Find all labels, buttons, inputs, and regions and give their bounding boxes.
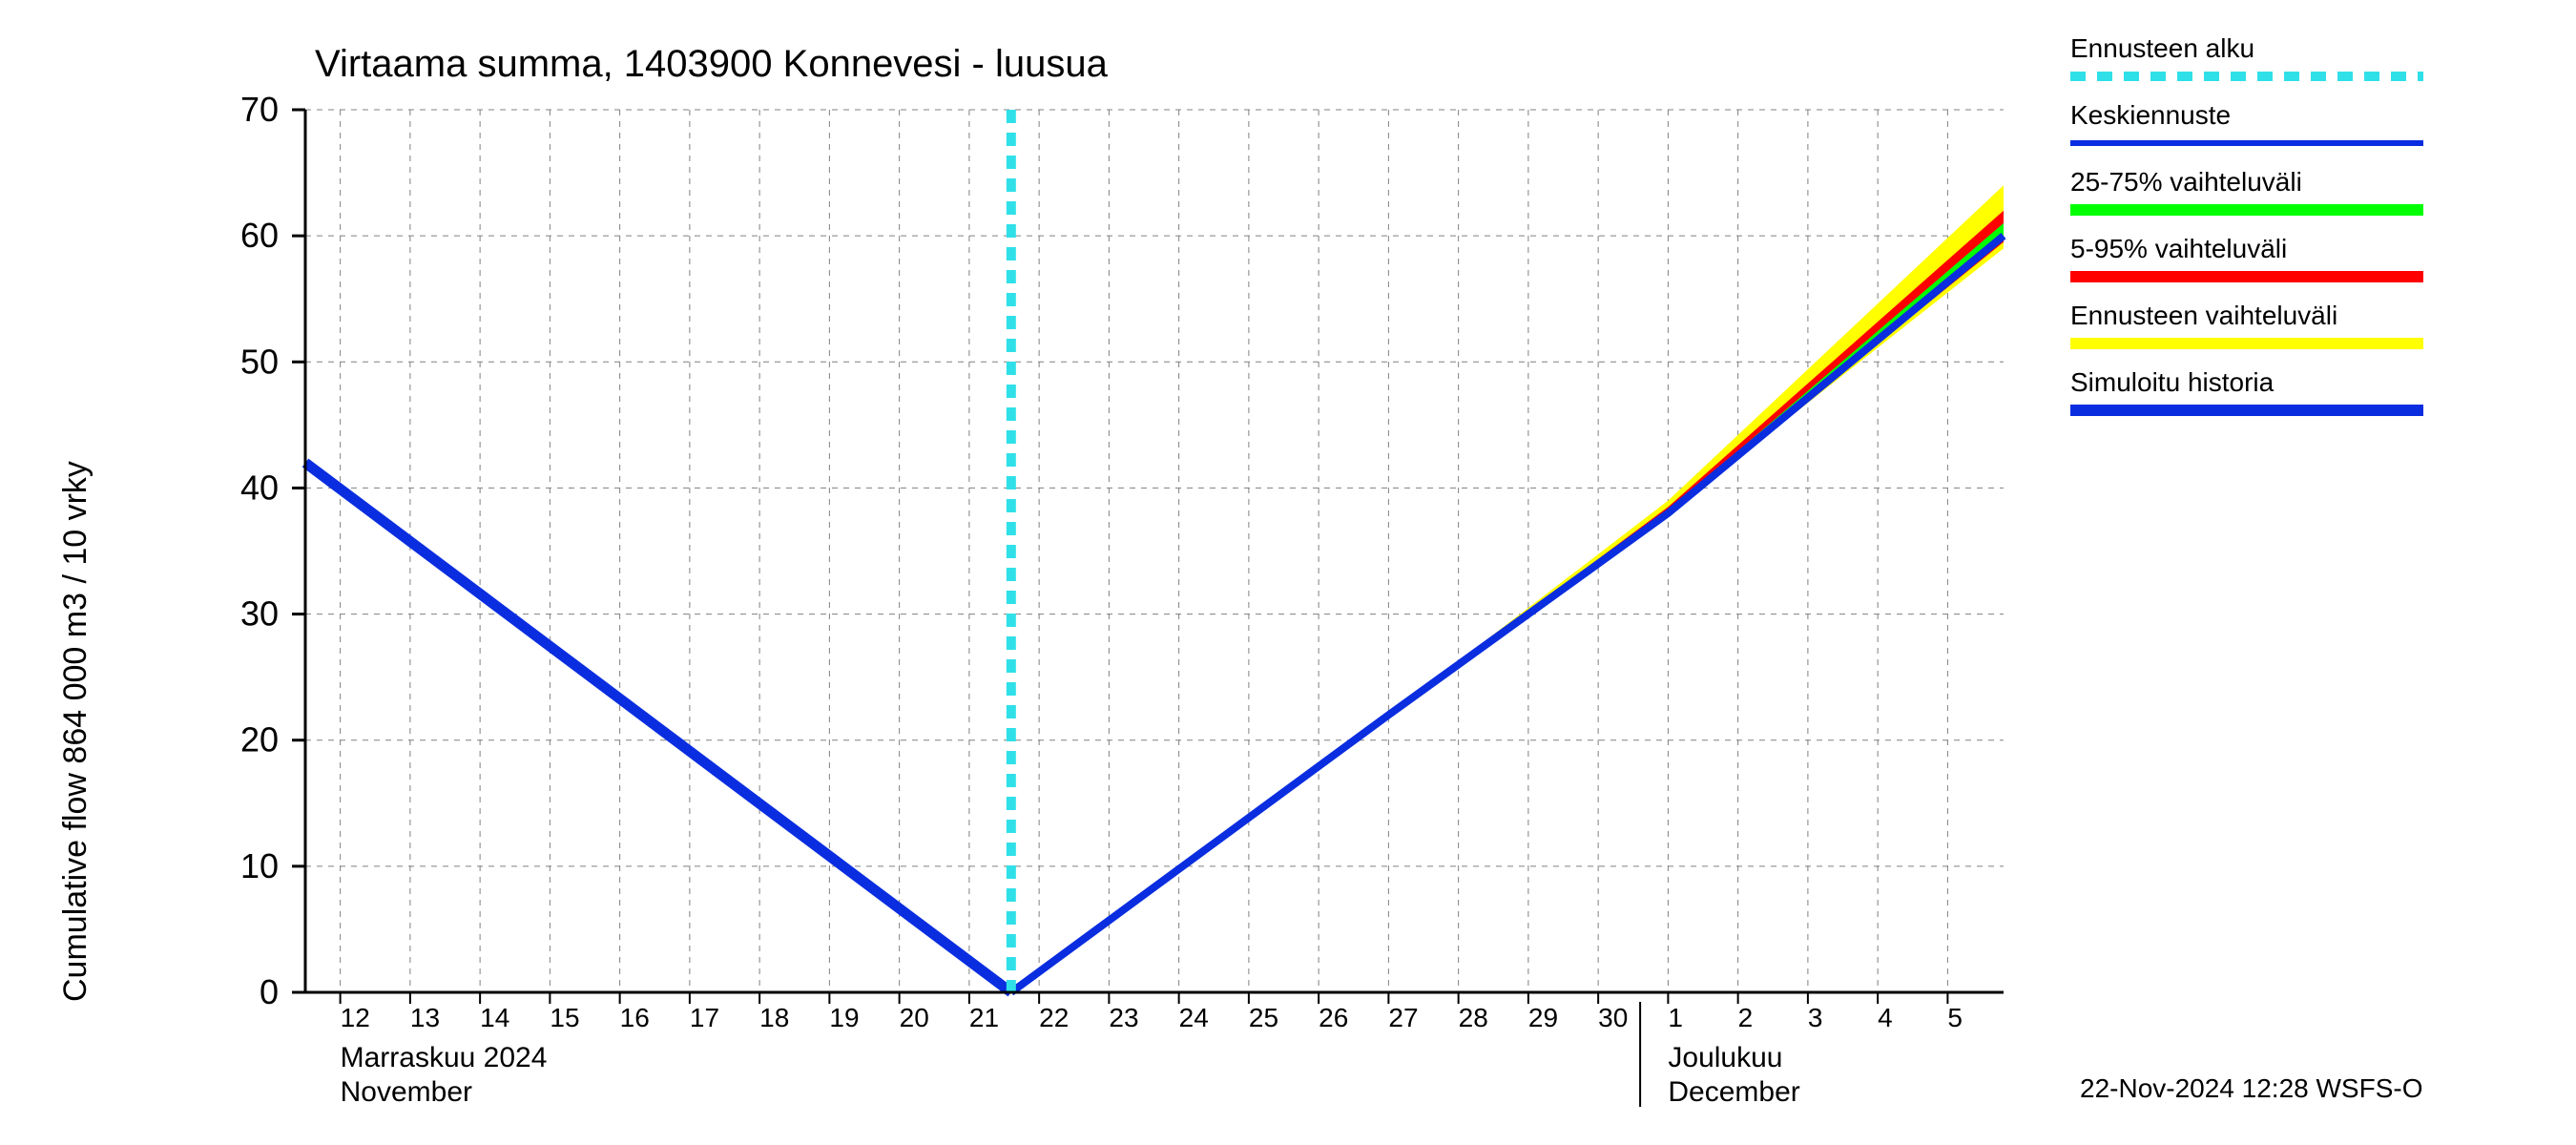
legend-label-range_full: Ennusteen vaihteluväli (2070, 301, 2337, 330)
x-tick: 24 (1179, 1003, 1209, 1032)
legend-label-range_25_75: 25-75% vaihteluväli (2070, 167, 2302, 197)
y-tick-labels: 0 10 20 30 40 50 60 70 (240, 90, 279, 1011)
x-tick: 5 (1947, 1003, 1963, 1032)
legend-label-range_5_95: 5-95% vaihteluväli (2070, 234, 2287, 263)
x-tick: 27 (1388, 1003, 1418, 1032)
chart-title: Virtaama summa, 1403900 Konnevesi - luus… (315, 43, 1109, 85)
x-tick: 30 (1598, 1003, 1628, 1032)
legend: Ennusteen alku Keskiennuste 25-75% vaihtel… (2070, 33, 2423, 410)
series-simulated-history (305, 463, 1011, 992)
y-tick: 30 (240, 594, 279, 634)
month-label-line1: Joulukuu (1668, 1042, 1782, 1073)
x-tick: 13 (410, 1003, 440, 1032)
y-tick: 50 (240, 342, 279, 381)
band-range_full (1011, 185, 2004, 992)
y-axis-label: Cumulative flow 864 000 m3 / 10 vrky (57, 461, 93, 1002)
y-tick: 70 (240, 90, 279, 129)
x-tick: 20 (900, 1003, 929, 1032)
x-tick: 17 (690, 1003, 719, 1032)
x-tick: 23 (1109, 1003, 1138, 1032)
x-tick: 4 (1878, 1003, 1893, 1032)
x-tick: 1 (1668, 1003, 1683, 1032)
legend-label-hist: Simuloitu historia (2070, 367, 2275, 397)
x-tick: 25 (1249, 1003, 1278, 1032)
x-tick: 29 (1528, 1003, 1558, 1032)
x-tick: 19 (829, 1003, 859, 1032)
axes (292, 110, 2004, 1004)
month-label-line2: December (1668, 1076, 1799, 1108)
timestamp-label: 22-Nov-2024 12:28 WSFS-O (2080, 1073, 2423, 1103)
x-tick: 18 (759, 1003, 789, 1032)
x-tick: 16 (620, 1003, 650, 1032)
x-tick: 15 (550, 1003, 579, 1032)
cumulative-flow-chart: Virtaama summa, 1403900 Konnevesi - luus… (0, 0, 2576, 1145)
forecast-bands (1011, 185, 2004, 992)
y-tick: 60 (240, 216, 279, 255)
y-tick: 40 (240, 468, 279, 507)
x-tick: 2 (1738, 1003, 1754, 1032)
gridlines (305, 110, 2004, 992)
y-tick: 10 (240, 846, 279, 885)
x-tick: 26 (1319, 1003, 1348, 1032)
x-tick: 3 (1808, 1003, 1823, 1032)
x-tick: 22 (1039, 1003, 1069, 1032)
legend-label-forecast_start: Ennusteen alku (2070, 33, 2254, 63)
y-tick: 20 (240, 720, 279, 760)
y-tick: 0 (260, 972, 279, 1011)
x-tick: 28 (1459, 1003, 1488, 1032)
x-tick: 14 (480, 1003, 509, 1032)
x-tick: 12 (341, 1003, 370, 1032)
legend-label-mean: Keskiennuste (2070, 100, 2231, 130)
series-lines (305, 110, 2004, 992)
x-tick-labels: 1213141516171819202122232425262728293012… (341, 1003, 1963, 1032)
x-tick: 21 (969, 1003, 999, 1032)
month-label-line2: November (341, 1076, 472, 1108)
month-label-line1: Marraskuu 2024 (341, 1042, 548, 1073)
